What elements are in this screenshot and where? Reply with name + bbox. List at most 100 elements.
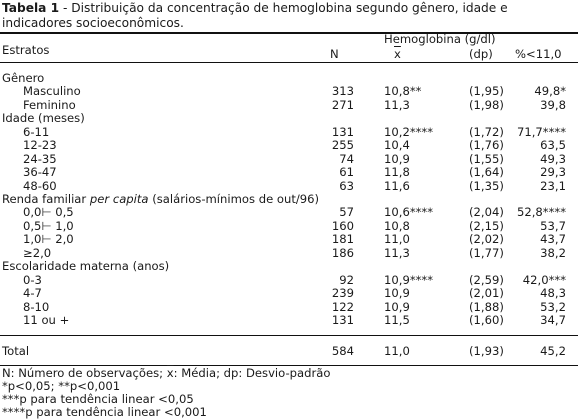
table-row-label: 0,0⊢ 0,5 [23,205,74,219]
total-pct: 45,2 [540,344,566,358]
table-row-label: 4-7 [23,286,42,300]
table-row-mean: 10,8 [384,219,410,233]
table-row-label: 36-47 [23,165,57,179]
footnote-trend-005: ***p para tendência linear <0,05 [2,392,194,406]
table-row-n: 61 [339,165,354,179]
section-title: Escolaridade materna (anos) [2,259,170,273]
table-row-mean: 11,3 [384,98,410,112]
table-row-n: 255 [331,138,354,152]
table-row-dp: (1,76) [469,138,504,152]
header-rule [0,62,578,63]
table-row-n: 313 [331,84,354,98]
table-row-pct: 53,7 [540,219,566,233]
table-row-mean: 10,9 [384,152,410,166]
table-row-mean: 11,6 [384,179,410,193]
table-row-label: 0,5⊢ 1,0 [23,219,74,233]
footnote-trend-0001: ****p para tendência linear <0,001 [2,405,207,419]
table-row-mean: 11,8 [384,165,410,179]
table-row-pct: 49,3 [540,152,566,166]
table-row-pct: 52,8**** [516,205,566,219]
table-row-label: 8-10 [23,300,50,314]
table-row-mean: 10,6**** [384,205,434,219]
total-dp: (1,93) [469,344,504,358]
table-row-n: 57 [339,205,354,219]
table-row-label: 6-11 [23,125,50,139]
table-row-n: 63 [339,179,354,193]
section-title: Renda familiar per capita (salários-míni… [2,192,320,206]
mean-symbol: x [166,366,174,380]
table-row-mean: 11,0 [384,232,410,246]
table-row-dp: (2,15) [469,219,504,233]
table-row-label: 48-60 [23,179,57,193]
table-row-n: 74 [339,152,354,166]
footnote-significance: *p<0,05; **p<0,001 [2,379,121,393]
table-row-label: 1,0⊢ 2,0 [23,232,74,246]
table-row-dp: (1,98) [469,98,504,112]
table-row-dp: (2,01) [469,286,504,300]
table-row-pct: 34,7 [540,313,566,327]
table-row-n: 160 [331,219,354,233]
table-row-label: 24-35 [23,152,57,166]
table-row-n: 122 [331,300,354,314]
table-row-mean: 10,2**** [384,125,434,139]
table-row-mean: 10,9 [384,286,410,300]
table-row-n: 181 [331,232,354,246]
table-row-dp: (1,95) [469,84,504,98]
table-row-mean: 10,4 [384,138,410,152]
table-row-dp: (2,59) [469,273,504,287]
table-row-label: 12-23 [23,138,57,152]
table-row-dp: (1,55) [469,152,504,166]
table-row-pct: 23,1 [540,179,566,193]
column-header-n: N [330,47,339,61]
table-row-dp: (1,60) [469,313,504,327]
table-row-pct: 39,8 [540,98,566,112]
total-mean: 11,0 [384,344,410,358]
table-row-n: 92 [339,273,354,287]
table-row-dp: (2,02) [469,232,504,246]
table-row-mean: 10,9 [384,300,410,314]
total-label: Total [2,344,30,358]
total-rule [0,335,578,336]
table-row-n: 186 [331,246,354,260]
table-row-label: Feminino [23,98,76,112]
top-rule [0,32,578,34]
table-row-pct: 29,3 [540,165,566,179]
table-row-label: Masculino [23,84,81,98]
table-row-dp: (1,64) [469,165,504,179]
table-row-pct: 49,8* [534,84,566,98]
table-label: Tabela 1 [2,1,60,15]
table-row-pct: 71,7**** [516,125,566,139]
bottom-rule [0,365,578,366]
section-title: Idade (meses) [2,111,85,125]
table-row-mean: 11,5 [384,313,410,327]
column-header-strata: Estratos [2,43,50,57]
table-row-pct: 48,3 [540,286,566,300]
table-row-dp: (2,04) [469,205,504,219]
column-header-mean: x [394,47,401,61]
table-row-pct: 63,5 [540,138,566,152]
table-row-dp: (1,35) [469,179,504,193]
table-row-pct: 43,7 [540,232,566,246]
table-row-pct: 53,2 [540,300,566,314]
table-row-label: 11 ou + [23,313,70,327]
table-row-dp: (1,72) [469,125,504,139]
column-header-dp: (dp) [469,47,493,61]
table-row-label: ≥2,0 [23,246,52,260]
table-row-pct: 38,2 [540,246,566,260]
table-row-n: 271 [331,98,354,112]
table-row-mean: 11,3 [384,246,410,260]
table-row-dp: (1,77) [469,246,504,260]
column-header-pct: %<11,0 [515,47,562,61]
table-caption: Tabela 1 - Distribuição da concentração … [2,1,574,31]
table-caption-text: - Distribuição da concentração de hemogl… [2,1,508,30]
table-row-label: 0-3 [23,273,42,287]
table-row-mean: 10,8** [384,84,422,98]
table-row-mean: 10,9**** [384,273,434,287]
section-title: Gênero [2,71,45,85]
column-header-group: Hemoglobina (g/dl) [384,32,496,46]
table-row-dp: (1,88) [469,300,504,314]
total-n: 584 [331,344,354,358]
table-row-pct: 42,0*** [522,273,566,287]
table-row-n: 131 [331,125,354,139]
table-row-n: 131 [331,313,354,327]
